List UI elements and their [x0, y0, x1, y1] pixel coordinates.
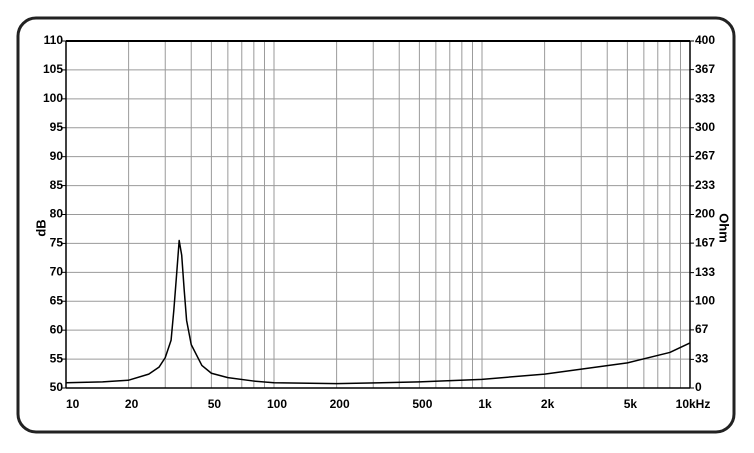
y2-axis-label: Ohm — [717, 213, 732, 243]
y-tick-label: 65 — [50, 293, 64, 307]
y-tick-label: 85 — [50, 178, 64, 192]
y2-tick-label: 200 — [695, 207, 715, 221]
x-tick-label: 20 — [125, 397, 139, 411]
y-tick-label: 95 — [50, 120, 64, 134]
x-tick-label: 50 — [208, 397, 222, 411]
y2-tick-label: 167 — [695, 235, 715, 249]
y-tick-label: 75 — [50, 236, 64, 250]
impedance-curve — [65, 239, 691, 385]
y-tick-label: 100 — [43, 91, 63, 105]
x-tick-label: 5k — [624, 397, 638, 411]
y-axis-label: dB — [33, 219, 48, 236]
x-tick-label: 200 — [330, 397, 350, 411]
y2-tick-label: 267 — [695, 149, 715, 163]
y2-tick-label: 400 — [695, 33, 715, 47]
y-tick-label: 70 — [50, 265, 64, 279]
y-tick-label: 60 — [50, 322, 64, 336]
y2-tick-label: 33 — [695, 352, 709, 366]
y2-tick-label: 233 — [695, 178, 715, 192]
y-tick-label: 80 — [50, 207, 64, 221]
frame — [16, 16, 736, 434]
x-tick-label: 10kHz — [676, 397, 711, 411]
x-tick-label: 10 — [66, 397, 80, 411]
y2-tick-label: 333 — [695, 91, 715, 105]
y2-tick-label: 133 — [695, 265, 715, 279]
y-tick-label: 90 — [50, 149, 64, 163]
x-tick-label: 2k — [541, 397, 555, 411]
x-tick-label: 500 — [412, 397, 432, 411]
y2-tick-label: 67 — [695, 322, 709, 336]
y-tick-label: 55 — [50, 351, 64, 365]
x-tick-label: 100 — [267, 397, 287, 411]
y2-tick-label: 100 — [695, 293, 715, 307]
y-tick-label: 110 — [44, 33, 64, 47]
y2-tick-label: 367 — [695, 62, 715, 76]
y2-tick-label: 300 — [695, 120, 715, 134]
y-tick-label: 50 — [50, 380, 64, 394]
x-tick-label: 1k — [478, 397, 492, 411]
y-tick-label: 105 — [43, 62, 63, 76]
y2-tick-label: 0 — [695, 380, 702, 394]
